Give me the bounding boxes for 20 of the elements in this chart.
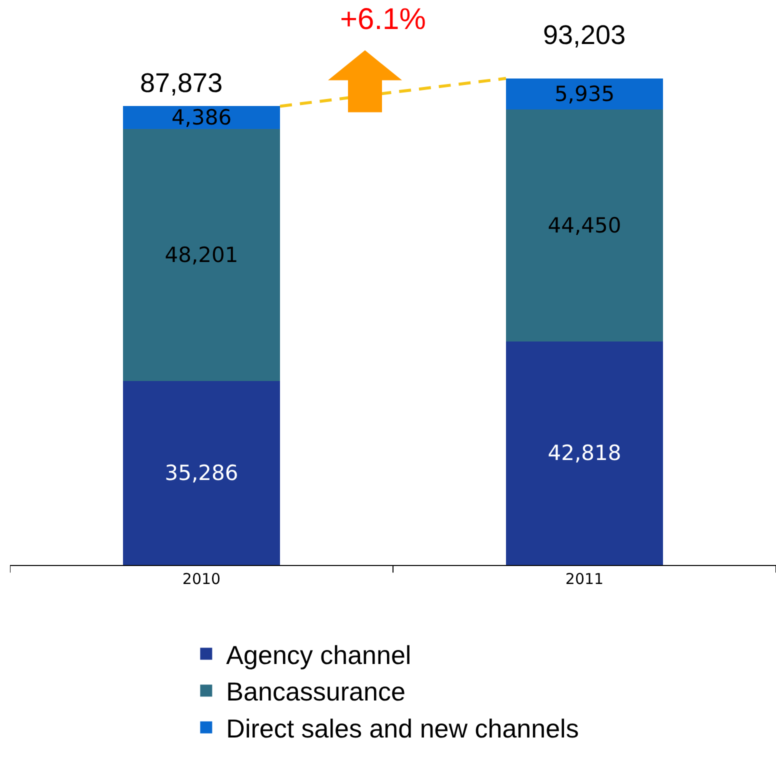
- data-label: 35,286: [164, 460, 238, 485]
- bar: [122, 380, 280, 565]
- data-label: 44,450: [548, 213, 622, 238]
- bar: [122, 129, 280, 381]
- legend-label: Bancassurance: [226, 676, 406, 707]
- bar: [506, 341, 664, 565]
- total-label: 93,203: [543, 20, 626, 50]
- legend-label: Agency channel: [226, 640, 412, 670]
- data-label: 4,386: [171, 106, 232, 130]
- bar: [122, 106, 280, 130]
- total-label: 87,873: [140, 68, 223, 98]
- x-tick-label: 2011: [565, 570, 604, 588]
- bar: [506, 78, 664, 110]
- bar: [506, 109, 664, 342]
- x-tick-label: 2010: [182, 570, 221, 588]
- data-label: 42,818: [548, 441, 622, 466]
- text: +6.1%: [340, 3, 426, 36]
- legend-label: Direct sales and new channels: [226, 714, 579, 744]
- data-label: 48,201: [164, 242, 238, 267]
- data-label: 5,935: [554, 82, 615, 106]
